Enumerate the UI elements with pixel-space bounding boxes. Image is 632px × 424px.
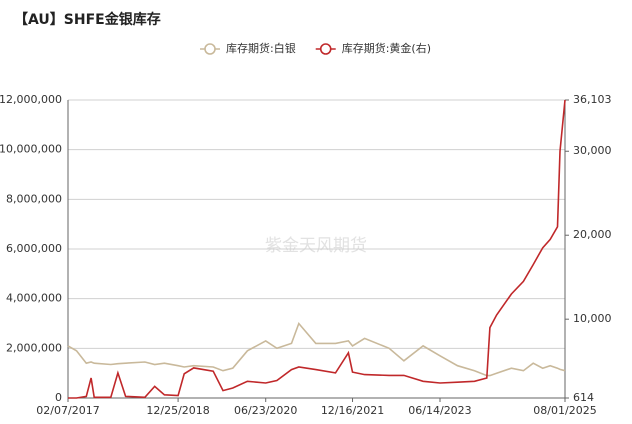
y-tick-label: 8,000,000	[6, 192, 62, 205]
x-tick-label: 08/01/2025	[533, 404, 596, 417]
x-tick-label: 12/16/2021	[321, 404, 384, 417]
y-tick-label: 4,000,000	[6, 292, 62, 305]
watermark: 紫金天风期货	[265, 236, 367, 256]
x-tick-label: 12/25/2018	[146, 404, 209, 417]
legend-marker	[204, 43, 216, 55]
legend-label: 库存期货:黄金(右)	[342, 41, 431, 55]
y-tick-label: 0	[55, 391, 62, 404]
y2-tick-label: 20,000	[573, 228, 612, 241]
y2-tick-label: 36,103	[573, 93, 612, 106]
y-tick-label: 2,000,000	[6, 341, 62, 354]
series-line	[67, 321, 566, 377]
chart-title: 【AU】SHFE金银库存	[14, 11, 161, 28]
y-tick-label: 10,000,000	[0, 143, 62, 156]
y-tick-label: 6,000,000	[6, 242, 62, 255]
legend-marker	[319, 43, 332, 55]
x-tick-label: 06/23/2020	[234, 404, 297, 417]
x-tick-label: 06/14/2023	[408, 404, 471, 417]
y2-tick-label: 30,000	[573, 144, 612, 157]
y-tick-label: 12,000,000	[0, 93, 62, 106]
legend-label: 库存期货:白银	[226, 41, 296, 55]
y2-tick-label: 10,000	[573, 312, 612, 325]
series-line	[68, 99, 566, 399]
x-tick-label: 02/07/2017	[36, 404, 99, 417]
y2-tick-label: 614	[573, 391, 594, 404]
